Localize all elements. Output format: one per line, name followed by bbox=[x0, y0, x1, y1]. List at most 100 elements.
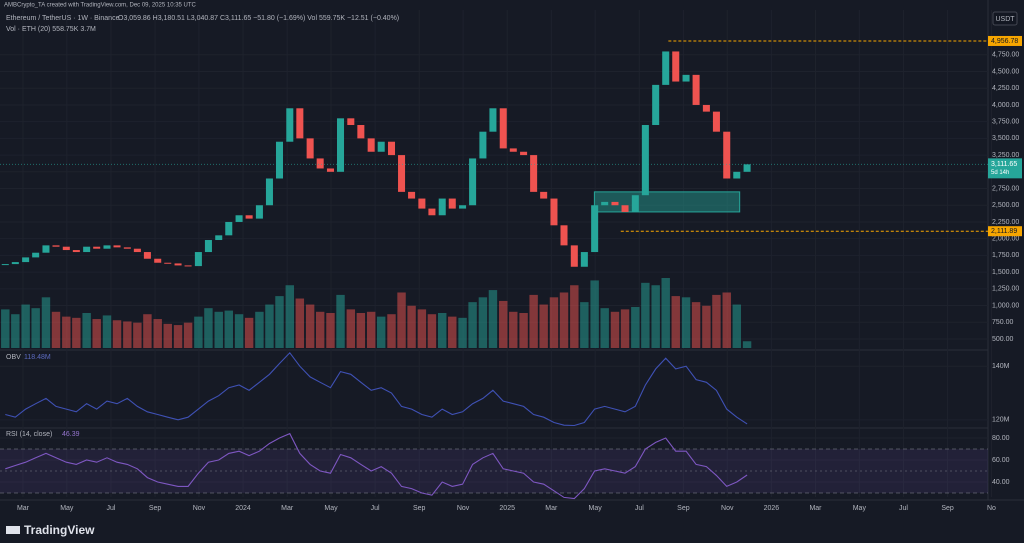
candle bbox=[164, 262, 172, 264]
volume-bar bbox=[214, 311, 223, 348]
volume-bar bbox=[499, 300, 508, 348]
candle bbox=[184, 265, 192, 267]
candle bbox=[52, 245, 60, 247]
y-tick-label: 2,250.00 bbox=[992, 219, 1019, 226]
candle bbox=[682, 74, 690, 82]
y-tick-label: 140M bbox=[992, 363, 1010, 370]
y-tick-label: 500.00 bbox=[992, 336, 1014, 343]
x-tick-label: 2025 bbox=[499, 505, 515, 512]
candle bbox=[530, 155, 538, 192]
candle bbox=[459, 205, 467, 209]
y-tick-label: 2,000.00 bbox=[992, 236, 1019, 243]
candle bbox=[316, 158, 324, 169]
countdown-label: 5d 14h bbox=[991, 170, 1009, 176]
volume-bar bbox=[133, 322, 142, 348]
volume-bar bbox=[417, 309, 427, 348]
candle bbox=[469, 158, 477, 206]
candle bbox=[22, 257, 30, 263]
candle bbox=[712, 111, 720, 132]
volume-bar bbox=[681, 297, 691, 348]
currency-box[interactable] bbox=[992, 11, 1018, 26]
currency[interactable]: USDT bbox=[995, 16, 1015, 23]
candle bbox=[499, 108, 507, 149]
volume-bar bbox=[72, 317, 81, 348]
x-tick-label: Sep bbox=[413, 505, 426, 512]
volume-bar bbox=[661, 278, 670, 348]
rsi-band bbox=[0, 449, 988, 494]
y-tick-label: 2,750.00 bbox=[992, 185, 1019, 192]
volume-bar bbox=[438, 313, 447, 348]
volume-bar bbox=[366, 311, 376, 348]
candle bbox=[438, 198, 446, 216]
level-label: 4,956.78 bbox=[991, 38, 1018, 45]
x-tick-label: Nov bbox=[193, 505, 206, 512]
candle bbox=[154, 258, 162, 263]
x-tick-label: Mar bbox=[545, 505, 558, 512]
volume-bar bbox=[620, 309, 630, 348]
volume-bar bbox=[51, 311, 61, 348]
candle bbox=[377, 141, 385, 152]
volume-bar bbox=[702, 305, 711, 348]
candle bbox=[42, 245, 50, 253]
candle bbox=[641, 125, 649, 196]
indicator-line bbox=[5, 432, 748, 500]
y-tick-label: 750.00 bbox=[992, 319, 1014, 326]
volume-bar bbox=[559, 292, 569, 348]
x-tick-label: Sep bbox=[677, 505, 690, 512]
candle bbox=[347, 118, 355, 126]
volume-bar bbox=[539, 304, 548, 348]
candle bbox=[1, 264, 9, 266]
volume-bar bbox=[519, 313, 528, 348]
volume-bar bbox=[194, 316, 203, 348]
logo-text[interactable]: TradingView bbox=[24, 523, 95, 537]
candle bbox=[103, 245, 111, 249]
candle bbox=[123, 247, 131, 249]
x-tick-label: Jul bbox=[371, 505, 380, 512]
volume-bar bbox=[458, 317, 467, 348]
candle bbox=[733, 171, 741, 179]
volume-bar bbox=[570, 285, 579, 348]
volume-bar bbox=[590, 280, 599, 348]
volume-bar bbox=[610, 311, 620, 348]
y-tick-label: 80.00 bbox=[992, 435, 1010, 442]
volume-bar bbox=[295, 298, 305, 348]
y-tick-label: 60.00 bbox=[992, 457, 1010, 464]
volume-bar bbox=[285, 285, 295, 348]
x-tick-label: Nov bbox=[457, 505, 470, 512]
candle bbox=[611, 201, 619, 206]
volume-bar bbox=[376, 316, 386, 348]
volume-bar bbox=[742, 341, 752, 348]
x-tick-label: Jul bbox=[899, 505, 908, 512]
candle bbox=[286, 108, 294, 142]
volume-bar bbox=[631, 306, 640, 348]
candle bbox=[591, 205, 599, 253]
watermark: AMBCrypto_TA created with TradingView.co… bbox=[4, 3, 197, 9]
y-tick-label: 1,750.00 bbox=[992, 252, 1019, 259]
candle bbox=[702, 104, 710, 112]
candle bbox=[652, 84, 660, 126]
y-tick-label: 2,500.00 bbox=[992, 202, 1019, 209]
volume-bar bbox=[173, 325, 183, 348]
volume-bar bbox=[234, 314, 244, 348]
y-tick-label: 3,500.00 bbox=[992, 135, 1019, 142]
y-tick-label: 1,250.00 bbox=[992, 286, 1019, 293]
demand-zone bbox=[593, 191, 741, 213]
candle bbox=[540, 191, 548, 199]
volume-bar bbox=[41, 297, 51, 348]
candle bbox=[194, 252, 202, 267]
obv-title: OBV bbox=[6, 354, 21, 361]
candle bbox=[509, 148, 517, 152]
volume-bar bbox=[255, 311, 264, 348]
logo[interactable]: TradingView bbox=[6, 523, 95, 537]
candle bbox=[692, 74, 700, 105]
volume-bar bbox=[183, 322, 193, 348]
x-tick-label: Jul bbox=[106, 505, 115, 512]
x-tick-label: Jul bbox=[635, 505, 644, 512]
candle bbox=[11, 262, 19, 265]
volume-bar bbox=[315, 311, 325, 348]
current-price-box bbox=[988, 158, 1022, 179]
volume-bar bbox=[143, 314, 152, 348]
volume-bar bbox=[265, 304, 274, 348]
y-tick-label: 4,000.00 bbox=[992, 102, 1019, 109]
